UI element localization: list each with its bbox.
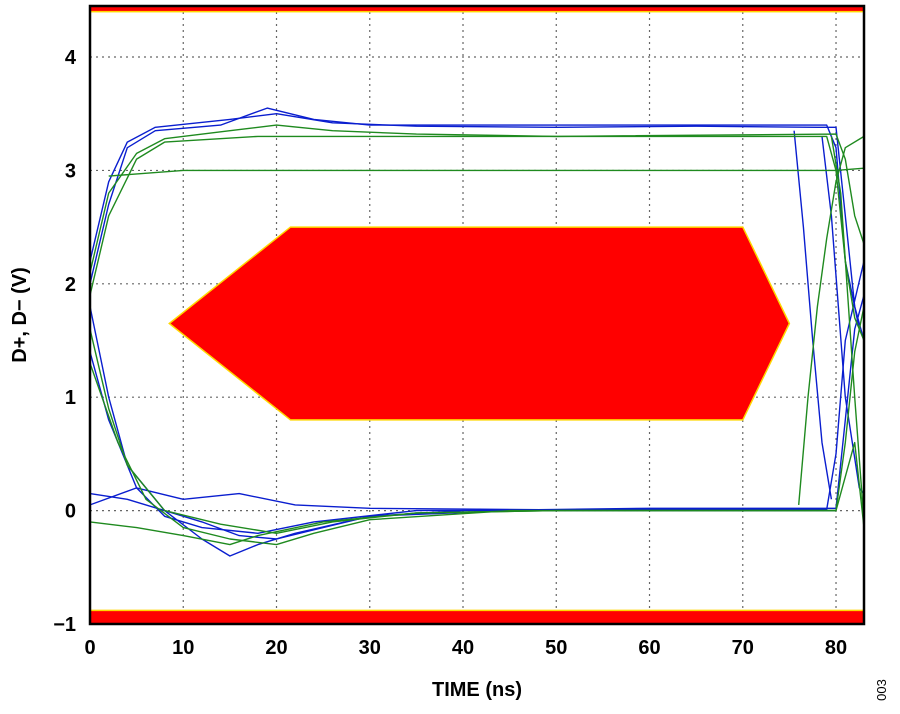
- x-tick-label: 50: [545, 637, 567, 659]
- series-line-12: [89, 362, 865, 546]
- signal-traces: [89, 107, 865, 557]
- y-tick-label: 3: [65, 160, 76, 182]
- series-line-8: [821, 136, 865, 495]
- y-tick-label: 2: [65, 274, 76, 296]
- series-line-16: [830, 136, 865, 522]
- y-tick-label: 0: [65, 501, 76, 523]
- x-tick-label: 80: [825, 637, 847, 659]
- y-tick-label: 1: [65, 387, 76, 409]
- x-axis-title: TIME (ns): [432, 679, 522, 701]
- series-line-14: [108, 167, 865, 177]
- x-tick-label: 40: [452, 637, 474, 659]
- figure-id: 003: [874, 679, 889, 701]
- series-line-10: [89, 133, 865, 296]
- series-line-13: [89, 509, 836, 546]
- grid-lines: [90, 6, 864, 624]
- x-tick-label: 60: [638, 637, 660, 659]
- y-axis-title: D+, D− (V): [9, 267, 31, 363]
- x-tick-label: 70: [732, 637, 754, 659]
- y-tick-labels: −1 0 1 2 3 4: [53, 47, 77, 636]
- series-line-15: [798, 135, 865, 505]
- x-tick-label: 0: [84, 637, 95, 659]
- x-tick-label: 10: [172, 637, 194, 659]
- x-tick-labels: 0 10 20 30 40 50 60 70 80: [84, 637, 847, 659]
- series-line-11: [89, 306, 865, 534]
- series-line-5: [89, 492, 836, 557]
- eye-mask-layer: [168, 226, 791, 421]
- plot-frame: [88, 4, 866, 626]
- eye-mask: [168, 226, 791, 421]
- series-line-2: [89, 107, 860, 330]
- lower-limit-band: [89, 609, 865, 625]
- x-tick-label: 30: [359, 637, 381, 659]
- series-line-1: [89, 113, 865, 341]
- y-tick-label: −1: [53, 614, 76, 636]
- series-line-7: [793, 130, 833, 500]
- x-tick-label: 20: [265, 637, 287, 659]
- y-tick-label: 4: [65, 47, 77, 69]
